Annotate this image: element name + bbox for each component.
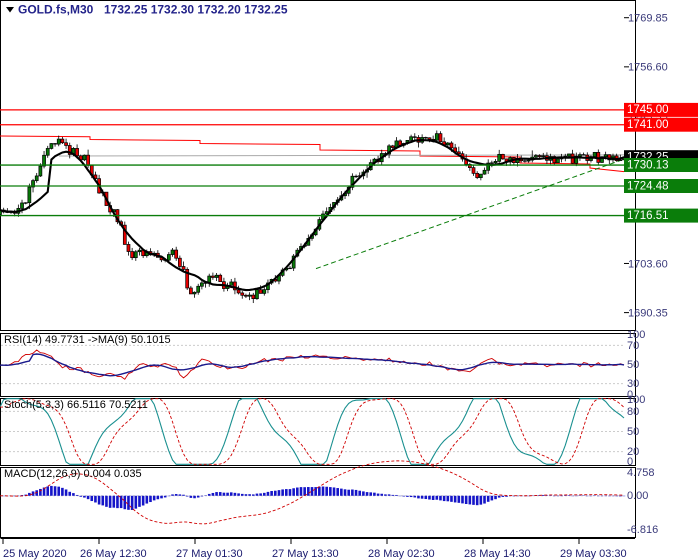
svg-text:-6.816: -6.816 — [627, 524, 658, 536]
svg-text:1756.60: 1756.60 — [628, 62, 668, 74]
svg-text:0.00: 0.00 — [627, 490, 648, 502]
svg-text:26 May 12:30: 26 May 12:30 — [80, 548, 147, 560]
svg-text:1732.25 1732.30 1732.20 1732.2: 1732.25 1732.30 1732.20 1732.25 — [104, 3, 288, 17]
svg-text:80: 80 — [627, 406, 639, 418]
svg-text:100: 100 — [627, 394, 645, 406]
svg-text:1703.60: 1703.60 — [628, 258, 668, 270]
svg-text:29 May 03:30: 29 May 03:30 — [560, 548, 627, 560]
svg-text:50: 50 — [627, 426, 639, 438]
svg-text:Stoch(5,3,3) 66.5116 70.5211: Stoch(5,3,3) 66.5116 70.5211 — [4, 399, 148, 411]
svg-text:1716.51: 1716.51 — [627, 210, 669, 222]
svg-text:1690.35: 1690.35 — [628, 307, 668, 319]
svg-text:28 May 14:30: 28 May 14:30 — [464, 548, 531, 560]
svg-text:1741.00: 1741.00 — [627, 119, 669, 131]
svg-text:1769.85: 1769.85 — [628, 13, 668, 25]
svg-text:MACD(12,26,9) 0.004 0.035: MACD(12,26,9) 0.004 0.035 — [4, 468, 142, 480]
svg-text:1730.13: 1730.13 — [627, 159, 669, 171]
svg-text:70: 70 — [627, 340, 639, 352]
svg-text:27 May 13:30: 27 May 13:30 — [272, 548, 339, 560]
svg-text:27 May 01:30: 27 May 01:30 — [176, 548, 243, 560]
svg-text:1724.48: 1724.48 — [627, 180, 669, 192]
svg-text:4.758: 4.758 — [627, 467, 655, 479]
svg-text:28 May 02:30: 28 May 02:30 — [368, 548, 435, 560]
svg-text:25 May 2020: 25 May 2020 — [3, 548, 67, 560]
svg-text:RSI(14) 49.7731 ->MA(9) 50.10: RSI(14) 49.7731 ->MA(9) 50.1015 — [4, 334, 171, 346]
svg-text:GOLD.fs,M30: GOLD.fs,M30 — [18, 3, 94, 17]
svg-text:50: 50 — [627, 359, 639, 371]
svg-text:1745.00: 1745.00 — [627, 104, 669, 116]
